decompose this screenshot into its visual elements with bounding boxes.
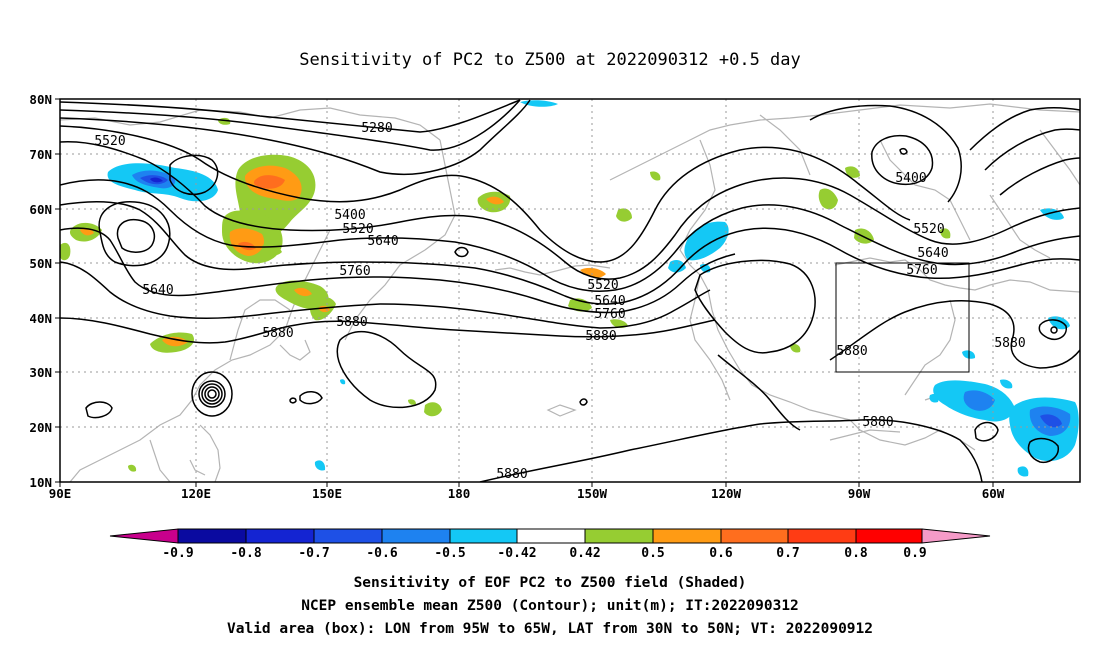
colorbar-label: 0.6 [709,546,733,561]
colorbar-cell [381,528,451,544]
colorbar-cell [516,528,586,544]
contour-label: 5280 [361,121,392,136]
colorbar-cell [245,528,315,544]
colorbar-cell [584,528,654,544]
lon-label: 180 [448,486,471,501]
lon-label: 120E [181,486,211,501]
lon-label: 120W [711,486,742,501]
lon-label: 60W [982,486,1005,501]
lat-label: 70N [29,147,52,162]
lon-label: 150E [312,486,342,501]
lat-label: 20N [29,420,52,435]
tick-marks [55,98,994,487]
colorbar-cell [720,528,789,544]
colorbar-label: -0.8 [230,546,261,561]
colorbar [109,528,991,544]
contour-label: 5880 [496,467,527,482]
caption-valid-area: Valid area (box): LON from 95W to 65W, L… [226,621,873,637]
caption-contour: NCEP ensemble mean Z500 (Contour); unit(… [301,598,799,614]
chart-title: Sensitivity of PC2 to Z500 at 2022090312… [299,50,801,70]
lat-label: 80N [29,92,52,107]
lon-label: 90E [49,486,72,501]
sensitivity-shading [60,100,1079,477]
contour-label: 5400 [895,171,926,186]
longitude-labels: 90E 120E 150E 180 150W 120W 90W 60W [49,486,1005,501]
lat-label: 40N [29,311,52,326]
colorbar-label: 0.9 [903,546,926,561]
contour-label: 5880 [585,329,616,344]
colorbar-label: 0.42 [569,546,600,561]
lat-label: 10N [29,475,52,490]
latitude-labels: 80N 70N 60N 50N 40N 30N 20N 10N [29,92,52,490]
contour-label: 5520 [587,278,618,293]
contour-label: 5760 [594,307,625,322]
contour-labels: 5280 5520 5400 5520 5640 5760 5640 5880 … [94,121,1025,482]
colorbar-label: -0.7 [298,546,329,561]
contour-label: 5520 [94,134,125,149]
contour-label: 5400 [334,208,365,223]
colorbar-label: -0.6 [366,546,397,561]
contour-label: 5520 [342,222,373,237]
contour-label: 5760 [906,263,937,278]
colorbar-labels: -0.9 -0.8 -0.7 -0.6 -0.5 -0.42 0.42 0.5 … [162,546,926,561]
contour-label: 5640 [142,283,173,298]
colorbar-cell [652,528,722,544]
plot-frame [59,98,1081,483]
colorbar-label: -0.5 [434,546,465,561]
colorbar-cell [313,528,383,544]
colorbar-cell [177,528,247,544]
contour-label: 5880 [262,326,293,341]
contour-label: 5640 [367,234,398,249]
contour-label: 5880 [836,344,867,359]
colorbar-cell [449,528,518,544]
contour-label: 5880 [336,315,367,330]
colorbar-cell [109,528,179,544]
colorbar-cell [921,528,991,544]
contour-label: 5760 [339,264,370,279]
valid-area-box [835,262,970,373]
lon-label: 150W [577,486,608,501]
contour-label: 5640 [594,294,625,309]
colorbar-cell [787,528,857,544]
caption-shading: Sensitivity of EOF PC2 to Z500 field (Sh… [353,575,747,591]
colorbar-label: 0.8 [844,546,868,561]
plot-area [60,99,1080,482]
contour-label: 5880 [862,415,893,430]
colorbar-cell [855,528,923,544]
contour-label: 5520 [913,222,944,237]
lat-label: 30N [29,365,52,380]
contour-label: 5880 [994,336,1025,351]
colorbar-label: 0.7 [776,546,799,561]
lat-label: 60N [29,202,52,217]
contour-label: 5640 [917,246,948,261]
colorbar-label: 0.5 [641,546,664,561]
lon-label: 90W [848,486,871,501]
graticule [60,99,1080,482]
colorbar-label: -0.9 [162,546,193,561]
lat-label: 50N [29,256,52,271]
colorbar-label: -0.42 [497,546,536,561]
z500-contours [60,99,1080,482]
